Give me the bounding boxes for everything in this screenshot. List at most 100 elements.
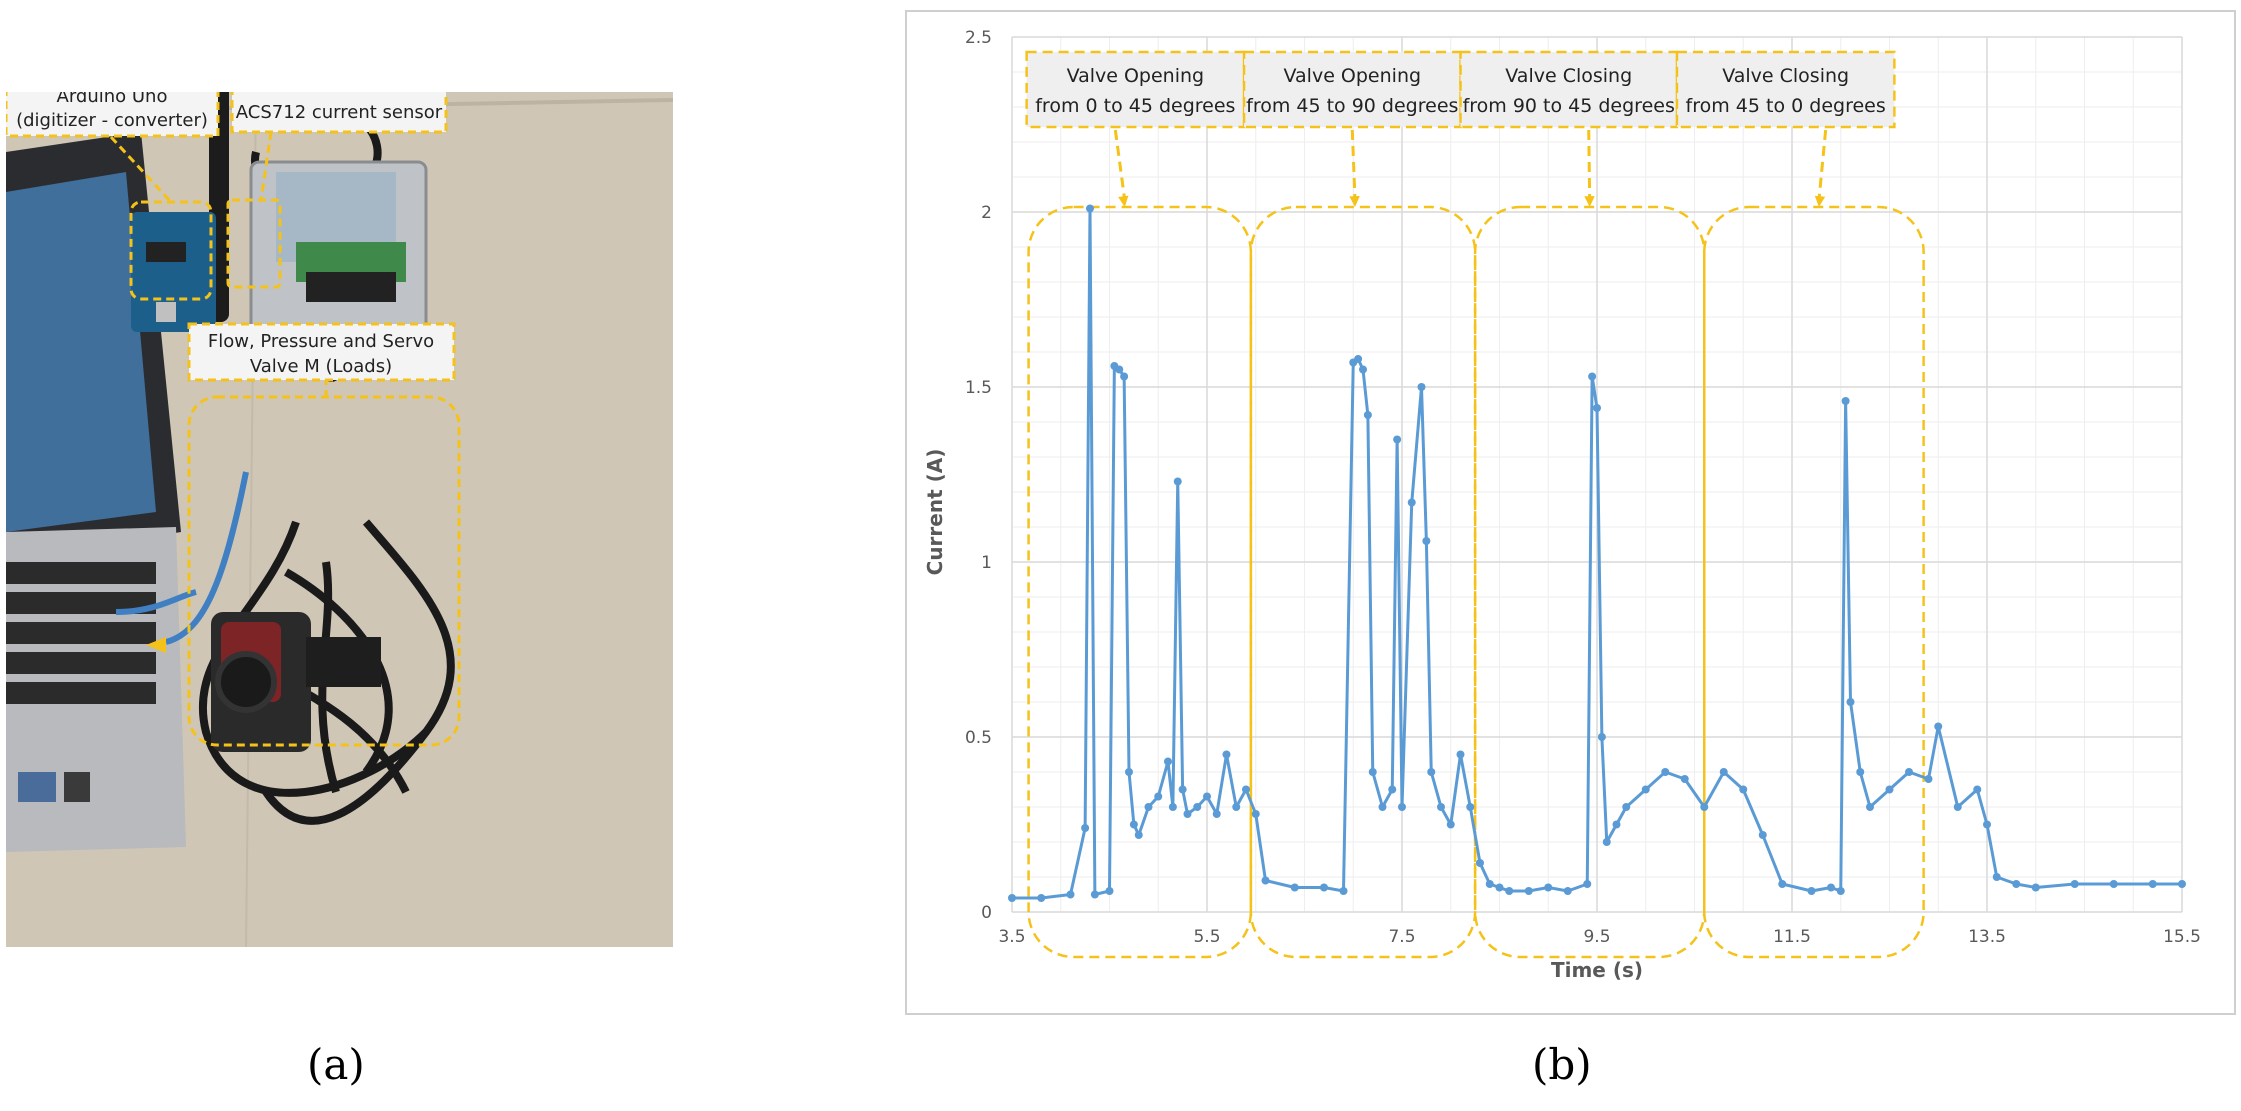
arduino-highlight	[129, 200, 213, 301]
data-point	[1222, 750, 1231, 759]
x-tick-label: 15.5	[2163, 927, 2201, 947]
data-point	[1417, 383, 1426, 391]
data-point	[1622, 803, 1631, 811]
data-point	[1836, 887, 1845, 895]
data-point	[1398, 803, 1406, 811]
data-point	[1290, 883, 1299, 892]
data-point	[1427, 768, 1436, 776]
phase-callout-arrowhead	[1584, 196, 1595, 207]
region-closing-45-0	[1703, 205, 1925, 959]
panel-label-b: (b)	[1532, 1040, 1592, 1089]
data-point	[1008, 894, 1016, 902]
data-point	[1934, 722, 1943, 731]
data-point	[1086, 204, 1094, 213]
phase-callout-text: Valve Opening	[1067, 65, 1205, 87]
data-point	[1115, 365, 1124, 374]
data-point	[1081, 824, 1090, 832]
data-point	[1612, 820, 1621, 829]
valve-illustration	[211, 612, 381, 752]
data-point	[1661, 768, 1670, 776]
data-point	[1212, 810, 1221, 818]
x-tick-label: 5.5	[1193, 927, 1220, 947]
phase-callout-arrow	[1350, 129, 1357, 201]
y-tick-label: 1	[981, 553, 992, 573]
data-point	[1856, 768, 1865, 776]
phase-callout-2: Valve Opening from 45 to 90 degrees	[1242, 50, 1462, 207]
data-point	[1719, 768, 1728, 776]
phase-callout-text: from 45 to 90 degrees	[1246, 95, 1458, 117]
data-point	[2148, 880, 2157, 888]
y-tick-label: 0.5	[965, 728, 992, 748]
data-point	[1700, 803, 1709, 811]
y-tick-label: 0	[981, 903, 992, 923]
data-point	[1437, 803, 1445, 811]
data-point	[1120, 372, 1129, 381]
phase-callout-box	[1242, 50, 1462, 129]
callout-loads-line-2: Valve M (Loads)	[250, 356, 392, 377]
axes: 3.5 5.5 7.5 9.5 11.5 13.5 15.500.511.522.5	[965, 28, 2201, 947]
x-tick-label: 3.5	[998, 927, 1025, 947]
data-point	[1242, 785, 1250, 794]
data-point	[1090, 890, 1099, 899]
data-point	[1125, 768, 1133, 776]
data-point	[1183, 810, 1192, 818]
data-point	[1495, 883, 1504, 892]
phase-callout-arrow	[1817, 129, 1828, 201]
data-point	[1827, 883, 1835, 892]
data-point	[1339, 887, 1348, 895]
region-opening-0-45	[1027, 205, 1253, 959]
loads-highlight	[187, 395, 461, 747]
data-point	[1388, 785, 1397, 794]
data-point	[1905, 768, 1913, 776]
callout-arduino-line-2: (digitizer - converter)	[16, 110, 208, 131]
data-point	[1758, 831, 1767, 839]
data-point	[1378, 803, 1387, 811]
data-point	[1593, 404, 1601, 412]
x-axis-label: Time (s)	[1551, 958, 1643, 982]
data-point	[1066, 890, 1075, 899]
y-axis-label: Current (A)	[923, 449, 947, 576]
data-point	[1368, 768, 1377, 776]
phase-callout-arrow	[1113, 129, 1127, 201]
data-point	[1320, 883, 1328, 892]
data-point	[1841, 397, 1850, 405]
data-point	[1953, 803, 1962, 811]
y-tick-label: 2	[981, 203, 992, 223]
phase-callout-text: from 90 to 45 degrees	[1463, 95, 1675, 117]
data-point	[1134, 831, 1143, 839]
data-point	[1173, 477, 1182, 486]
data-point	[2109, 880, 2118, 888]
y-tick-label: 2.5	[965, 28, 992, 48]
x-tick-label: 9.5	[1583, 927, 1610, 947]
y-tick-label: 1.5	[965, 378, 992, 398]
callout-sensor: ACS712 current sensor	[230, 92, 448, 134]
data-point	[1354, 355, 1363, 363]
data-point	[1544, 883, 1553, 892]
data-point	[1602, 838, 1611, 846]
current-chart: 3.5 5.5 7.5 9.5 11.5 13.5 15.5 0 0.5 1 1.5 2 2.5 Val…	[905, 10, 2236, 1015]
data-point	[1466, 803, 1475, 811]
data-point	[1359, 365, 1367, 374]
phase-callout-arrowhead	[1814, 195, 1826, 207]
data-point	[1446, 820, 1455, 829]
data-point	[1178, 785, 1187, 794]
data-point	[1164, 757, 1172, 766]
phase-callout-text: from 0 to 45 degrees	[1035, 95, 1235, 117]
phase-callout-1: Valve Opening from 0 to 45 degrees	[1025, 50, 1246, 207]
x-tick-label: 13.5	[1968, 927, 2006, 947]
data-point	[1144, 803, 1153, 811]
phase-callout-text: from 45 to 0 degrees	[1686, 95, 1886, 117]
grid	[1011, 36, 2183, 913]
data-point	[1251, 810, 1260, 818]
data-point	[1037, 894, 1046, 902]
data-point	[1393, 435, 1402, 444]
phase-callout-box	[1675, 50, 1896, 129]
data-point	[1992, 873, 2001, 881]
data-point	[2012, 880, 2021, 888]
phase-callout-text: Valve Closing	[1505, 65, 1632, 87]
data-point	[1129, 820, 1138, 829]
data-point	[1456, 750, 1465, 759]
data-point	[1583, 880, 1592, 888]
data-point	[1168, 803, 1177, 811]
callout-arduino-line-1: Arduino Uno	[57, 92, 168, 107]
